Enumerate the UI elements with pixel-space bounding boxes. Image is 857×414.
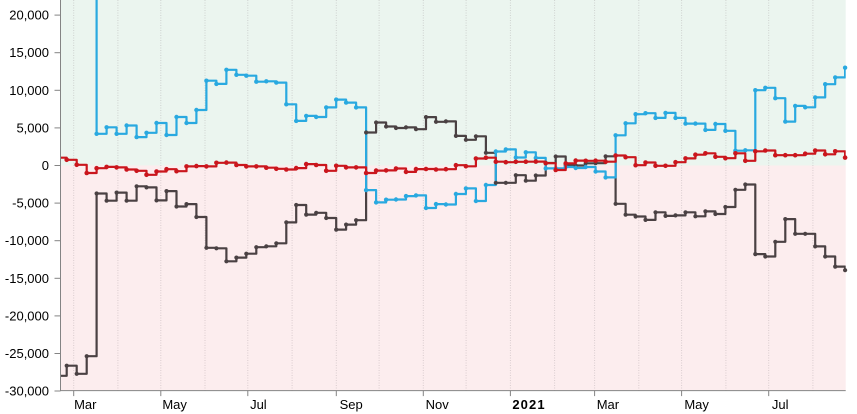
svg-text:Sep: Sep	[340, 397, 363, 412]
svg-text:10,000: 10,000	[9, 83, 49, 98]
svg-text:5,000: 5,000	[16, 120, 49, 135]
svg-text:-20,000: -20,000	[5, 308, 49, 323]
svg-text:0: 0	[42, 158, 49, 173]
svg-text:2021: 2021	[512, 397, 545, 412]
svg-text:Mar: Mar	[74, 397, 97, 412]
svg-text:-15,000: -15,000	[5, 271, 49, 286]
svg-text:Jul: Jul	[772, 397, 789, 412]
svg-text:20,000: 20,000	[9, 8, 49, 23]
svg-text:15,000: 15,000	[9, 45, 49, 60]
svg-text:Nov: Nov	[426, 397, 450, 412]
svg-text:-25,000: -25,000	[5, 346, 49, 361]
svg-text:Mar: Mar	[597, 397, 620, 412]
svg-text:-30,000: -30,000	[5, 384, 49, 399]
svg-text:-10,000: -10,000	[5, 233, 49, 248]
svg-text:-5,000: -5,000	[12, 196, 49, 211]
svg-text:May: May	[684, 397, 709, 412]
svg-text:Jul: Jul	[250, 397, 267, 412]
svg-text:May: May	[162, 397, 187, 412]
